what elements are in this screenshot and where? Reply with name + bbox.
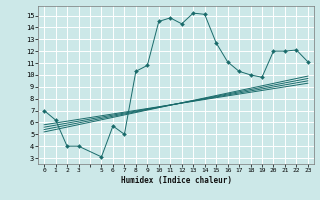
X-axis label: Humidex (Indice chaleur): Humidex (Indice chaleur) — [121, 176, 231, 185]
